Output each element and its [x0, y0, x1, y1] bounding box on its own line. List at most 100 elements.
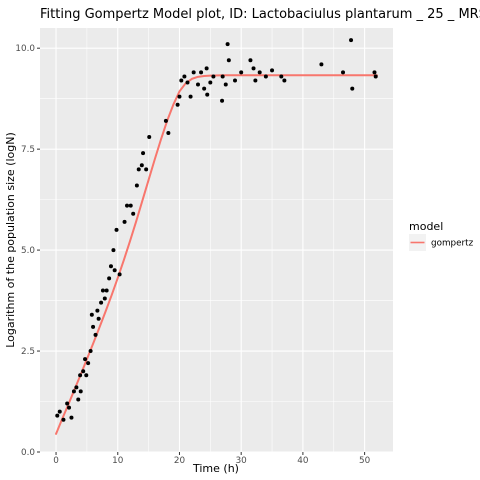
x-tick-label: 50 — [359, 456, 371, 466]
data-point — [71, 389, 76, 394]
data-point — [74, 385, 79, 390]
data-point — [163, 118, 168, 123]
data-point — [65, 401, 70, 406]
data-point — [104, 288, 109, 293]
data-point — [179, 78, 184, 83]
data-point — [211, 74, 216, 79]
data-point — [111, 248, 116, 253]
chart-title: Fitting Gompertz Model plot, ID: Lactoba… — [40, 7, 480, 22]
data-point — [270, 68, 275, 73]
data-point — [199, 70, 204, 75]
data-point — [225, 42, 230, 47]
data-point — [372, 70, 377, 75]
data-point — [141, 151, 146, 156]
data-point — [166, 130, 171, 135]
data-point — [136, 167, 141, 172]
data-point — [78, 373, 83, 378]
data-point — [93, 332, 98, 337]
data-point — [349, 38, 354, 43]
data-point — [205, 92, 210, 97]
data-point — [89, 312, 94, 317]
data-point — [202, 86, 207, 91]
x-tick-label: 10 — [112, 456, 124, 466]
data-point — [117, 272, 122, 277]
data-point — [128, 203, 133, 208]
data-point — [239, 70, 244, 75]
data-point — [57, 409, 62, 414]
data-point — [112, 268, 117, 273]
fit-line-group — [55, 74, 378, 435]
data-point — [88, 349, 93, 354]
data-point — [125, 203, 130, 208]
panel-background — [40, 28, 393, 452]
grid-major — [40, 28, 393, 453]
data-points — [55, 38, 378, 422]
data-point — [177, 94, 182, 99]
data-point — [131, 211, 136, 216]
data-point — [263, 74, 268, 79]
data-point — [373, 74, 378, 79]
data-point — [139, 163, 144, 168]
x-tick-label: 30 — [236, 456, 248, 466]
data-point — [95, 308, 100, 313]
grid-minor — [40, 28, 393, 452]
data-point — [86, 361, 91, 366]
x-axis-title: Time (h) — [192, 462, 239, 475]
data-point — [350, 86, 355, 91]
data-point — [55, 413, 60, 418]
data-point — [220, 74, 225, 79]
legend: model gompertz — [409, 220, 474, 251]
data-point — [195, 82, 200, 87]
y-tick-label: 5.0 — [21, 246, 35, 256]
data-point — [100, 288, 105, 293]
data-point — [67, 405, 72, 410]
data-point — [257, 70, 262, 75]
data-point — [226, 58, 231, 63]
data-point — [96, 316, 101, 321]
legend-label-gompertz: gompertz — [431, 239, 474, 249]
x-tick-label: 40 — [297, 456, 309, 466]
data-point — [114, 227, 119, 232]
data-point — [341, 70, 346, 75]
x-axis: 0 10 20 30 40 50 — [53, 452, 371, 466]
data-point — [91, 324, 96, 329]
data-point — [223, 82, 228, 87]
data-point — [182, 74, 187, 79]
data-point — [81, 369, 86, 374]
data-point — [147, 135, 152, 140]
data-point — [248, 58, 253, 63]
data-point — [185, 80, 190, 85]
data-point — [107, 276, 112, 281]
y-tick-label: 2.5 — [21, 347, 35, 357]
data-point — [69, 415, 74, 420]
data-point — [233, 78, 238, 83]
data-point — [188, 94, 193, 99]
data-point — [282, 78, 287, 83]
data-point — [83, 357, 88, 362]
data-point — [99, 300, 104, 305]
data-point — [279, 74, 284, 79]
data-point — [175, 102, 180, 107]
data-point — [78, 389, 83, 394]
y-tick-label: 0.0 — [21, 448, 35, 458]
data-point — [108, 264, 113, 269]
data-point — [204, 66, 209, 71]
series-line-gompertz — [55, 74, 378, 435]
data-point — [76, 397, 81, 402]
legend-title: model — [409, 220, 443, 233]
data-point — [208, 80, 213, 85]
data-point — [122, 219, 127, 224]
y-tick-label: 10.0 — [15, 44, 35, 54]
y-tick-label: 7.5 — [21, 145, 35, 155]
data-point — [102, 296, 107, 301]
x-tick-label: 0 — [53, 456, 59, 466]
data-point — [220, 98, 225, 103]
x-tick-label: 20 — [174, 456, 186, 466]
y-axis-title: Logarithm of the population size (logN) — [4, 132, 17, 348]
data-point — [251, 66, 256, 71]
data-point — [61, 417, 66, 422]
y-axis: 0.0 2.5 5.0 7.5 10.0 — [15, 44, 40, 458]
data-point — [253, 78, 258, 83]
data-point — [134, 183, 139, 188]
data-point — [144, 167, 149, 172]
